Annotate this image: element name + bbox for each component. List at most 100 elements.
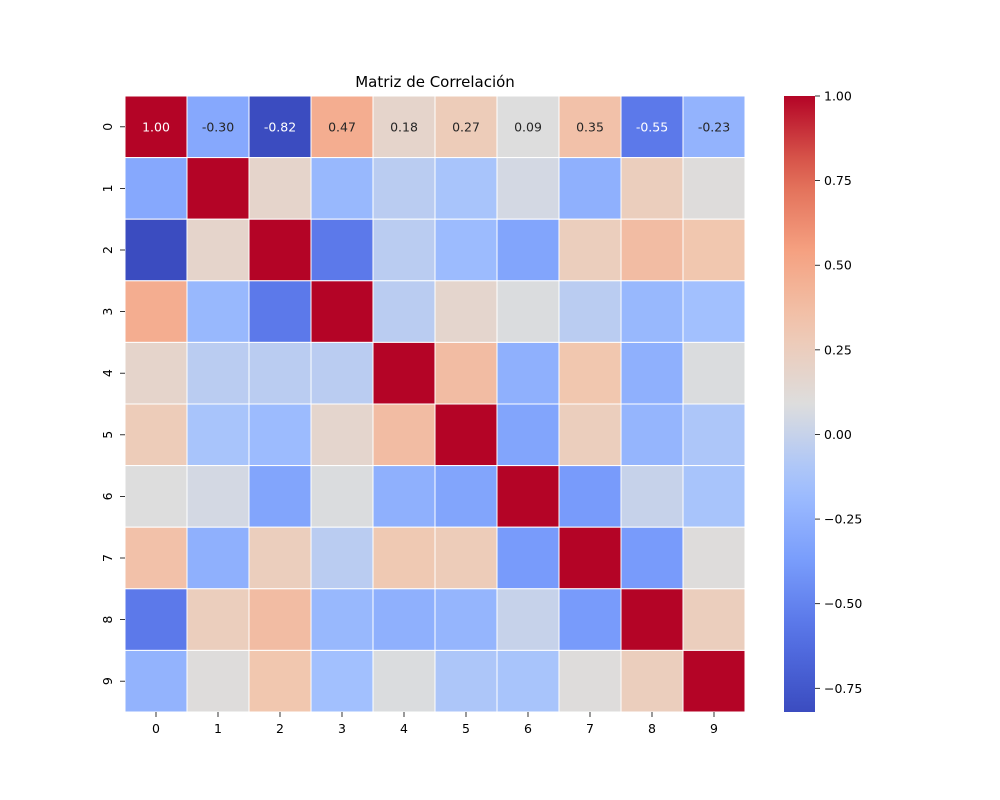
heatmap-cell-8-9 — [682, 588, 746, 651]
x-tick-label: 9 — [710, 721, 718, 736]
heatmap-cell-2-6 — [496, 218, 560, 282]
heatmap-cell-8-4 — [372, 588, 436, 651]
x-axis: 0 1 2 3 4 5 6 7 8 9 — [152, 712, 718, 736]
colorbar-tick-label: 0.25 — [824, 342, 852, 357]
y-tick-label: 8 — [100, 616, 115, 624]
heatmap-cell-6-9 — [682, 465, 746, 528]
heatmap-cell-2-8 — [620, 218, 684, 282]
heatmap-cell-9-8 — [620, 649, 684, 713]
heatmap-cell-8-0 — [124, 588, 188, 651]
heatmap-cell-5-9 — [682, 403, 746, 467]
heatmap-cell-3-9 — [682, 280, 746, 343]
x-tick-label: 3 — [338, 721, 346, 736]
heatmap-cell-7-7 — [558, 526, 622, 590]
heatmap-cell-5-6 — [496, 403, 560, 467]
heatmap-cell-5-8 — [620, 403, 684, 467]
y-tick-label: 2 — [100, 246, 115, 254]
heatmap-cell-8-3 — [310, 588, 374, 651]
heatmap-cell-2-9 — [682, 218, 746, 282]
heatmap-cell-3-4 — [372, 280, 436, 343]
heatmap-cell-2-1 — [186, 218, 250, 282]
cell-value-label: -0.82 — [264, 119, 296, 134]
heatmap-cell-5-5 — [434, 403, 498, 467]
heatmap-cell-4-9 — [682, 341, 746, 405]
cell-value-label: 0.18 — [390, 119, 418, 134]
heatmap-cell-2-3 — [310, 218, 374, 282]
heatmap-cell-9-3 — [310, 649, 374, 713]
heatmap-cell-6-1 — [186, 465, 250, 528]
heatmap-cell-8-1 — [186, 588, 250, 651]
heatmap-cell-1-6 — [496, 157, 560, 220]
heatmap-cell-0-2 — [248, 95, 312, 159]
heatmap-cell-0-0 — [124, 95, 188, 159]
heatmap-cell-3-5 — [434, 280, 498, 343]
heatmap-cell-3-3 — [310, 280, 374, 343]
heatmap-cell-5-3 — [310, 403, 374, 467]
y-tick-label: 0 — [100, 123, 115, 131]
heatmap-cell-4-2 — [248, 341, 312, 405]
heatmap-cell-5-4 — [372, 403, 436, 467]
heatmap-cell-7-0 — [124, 526, 188, 590]
y-tick-label: 9 — [100, 677, 115, 685]
heatmap-cell-5-0 — [124, 403, 188, 467]
heatmap-cell-5-7 — [558, 403, 622, 467]
chart-title: Matriz de Correlación — [355, 73, 515, 91]
heatmap-cell-7-2 — [248, 526, 312, 590]
colorbar-tick-label: −0.25 — [824, 512, 862, 527]
colorbar-tick-label: −0.75 — [824, 681, 862, 696]
colorbar-tick-label: 0.75 — [824, 173, 852, 188]
heatmap-cell-6-3 — [310, 465, 374, 528]
heatmap-cell-1-9 — [682, 157, 746, 220]
heatmap-cell-0-1 — [186, 95, 250, 159]
y-axis: 0 1 2 3 4 5 6 7 8 9 — [100, 123, 125, 685]
heatmap-cell-2-0 — [124, 218, 188, 282]
x-tick-label: 8 — [648, 721, 656, 736]
heatmap-cell-7-9 — [682, 526, 746, 590]
x-tick-label: 1 — [214, 721, 222, 736]
heatmap-cell-4-1 — [186, 341, 250, 405]
y-tick-label: 5 — [100, 431, 115, 439]
heatmap-cell-3-0 — [124, 280, 188, 343]
cell-value-label: 1.00 — [142, 119, 170, 134]
heatmap-cell-4-4 — [372, 341, 436, 405]
heatmap-cell-6-2 — [248, 465, 312, 528]
heatmap-cell-1-4 — [372, 157, 436, 220]
heatmap-cell-0-5 — [434, 95, 498, 159]
heatmap-cell-2-5 — [434, 218, 498, 282]
cell-value-label: 0.47 — [328, 119, 356, 134]
heatmap-cell-4-0 — [124, 341, 188, 405]
heatmap-cell-7-5 — [434, 526, 498, 590]
heatmap-cell-4-8 — [620, 341, 684, 405]
heatmap-cell-3-8 — [620, 280, 684, 343]
heatmap-cell-4-6 — [496, 341, 560, 405]
heatmap-cell-8-8 — [620, 588, 684, 651]
heatmap-cell-7-1 — [186, 526, 250, 590]
heatmap-cell-1-1 — [186, 157, 250, 220]
heatmap-cell-3-7 — [558, 280, 622, 343]
heatmap-cell-7-8 — [620, 526, 684, 590]
heatmap-cell-6-6 — [496, 465, 560, 528]
x-tick-label: 4 — [400, 721, 408, 736]
colorbar: 1.00 0.75 0.50 0.25 0.00 −0.25 −0.50 −0.75 — [784, 89, 862, 712]
heatmap-cells — [124, 95, 746, 713]
heatmap-cell-4-3 — [310, 341, 374, 405]
heatmap-cell-9-6 — [496, 649, 560, 713]
cell-value-label: -0.55 — [636, 119, 668, 134]
heatmap-cell-2-4 — [372, 218, 436, 282]
heatmap-cell-1-0 — [124, 157, 188, 220]
x-tick-label: 2 — [276, 721, 284, 736]
heatmap-cell-7-4 — [372, 526, 436, 590]
y-tick-label: 7 — [100, 554, 115, 562]
heatmap-cell-7-6 — [496, 526, 560, 590]
heatmap-cell-4-7 — [558, 341, 622, 405]
colorbar-gradient — [784, 96, 815, 712]
y-tick-label: 6 — [100, 492, 115, 500]
cell-value-label: 0.09 — [514, 119, 542, 134]
colorbar-tick-label: 0.50 — [824, 258, 852, 273]
colorbar-tick-label: 1.00 — [824, 89, 852, 104]
cell-value-label: -0.30 — [202, 119, 234, 134]
heatmap-cell-6-4 — [372, 465, 436, 528]
cell-value-label: 0.35 — [576, 119, 604, 134]
heatmap-cell-1-3 — [310, 157, 374, 220]
heatmap-cell-3-6 — [496, 280, 560, 343]
